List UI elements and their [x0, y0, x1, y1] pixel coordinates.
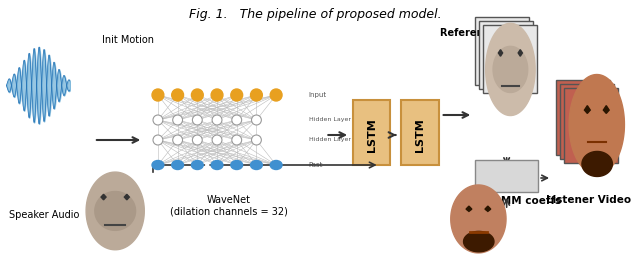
Circle shape	[270, 89, 282, 101]
Circle shape	[153, 115, 163, 125]
Text: LSTM: LSTM	[415, 118, 425, 152]
Text: Fig. 1.   The pipeline of proposed model.: Fig. 1. The pipeline of proposed model.	[189, 8, 442, 21]
FancyBboxPatch shape	[475, 160, 538, 192]
Polygon shape	[485, 206, 491, 211]
Polygon shape	[451, 185, 506, 253]
Polygon shape	[604, 106, 609, 113]
Polygon shape	[569, 74, 625, 175]
Polygon shape	[518, 50, 522, 56]
Polygon shape	[582, 151, 612, 176]
FancyBboxPatch shape	[401, 100, 438, 165]
Circle shape	[211, 89, 223, 101]
Text: Hidden Layer: Hidden Layer	[308, 117, 351, 123]
Circle shape	[212, 115, 222, 125]
FancyBboxPatch shape	[556, 80, 610, 155]
Circle shape	[173, 135, 182, 145]
Polygon shape	[499, 50, 502, 56]
Ellipse shape	[250, 160, 262, 170]
Ellipse shape	[172, 160, 184, 170]
Text: Init Motion: Init Motion	[102, 35, 154, 45]
Ellipse shape	[211, 160, 223, 170]
FancyBboxPatch shape	[353, 100, 390, 165]
Polygon shape	[101, 194, 106, 200]
Polygon shape	[486, 23, 535, 116]
FancyBboxPatch shape	[475, 17, 529, 85]
Polygon shape	[86, 172, 144, 250]
FancyBboxPatch shape	[564, 88, 618, 163]
FancyBboxPatch shape	[479, 21, 533, 89]
Ellipse shape	[152, 160, 164, 170]
Circle shape	[173, 115, 182, 125]
Circle shape	[232, 135, 242, 145]
Polygon shape	[584, 106, 590, 113]
Text: Reference frame: Reference frame	[440, 28, 532, 38]
Polygon shape	[124, 194, 129, 200]
Ellipse shape	[191, 160, 204, 170]
Circle shape	[231, 89, 243, 101]
Circle shape	[193, 135, 202, 145]
Circle shape	[212, 135, 222, 145]
Circle shape	[172, 89, 184, 101]
Ellipse shape	[270, 160, 282, 170]
Polygon shape	[95, 191, 136, 230]
Text: Listener Video: Listener Video	[546, 195, 631, 205]
Circle shape	[191, 89, 204, 101]
Text: Hidden Layer: Hidden Layer	[308, 138, 351, 143]
Text: PIRenderer: PIRenderer	[480, 173, 533, 183]
Text: Speaker Audio: Speaker Audio	[10, 210, 80, 220]
Text: Input: Input	[308, 92, 327, 98]
Circle shape	[252, 115, 261, 125]
Polygon shape	[466, 206, 472, 211]
Circle shape	[152, 89, 164, 101]
Ellipse shape	[231, 160, 243, 170]
Text: LSTM: LSTM	[367, 118, 377, 152]
Circle shape	[250, 89, 262, 101]
Text: WaveNet
(dilation channels = 32): WaveNet (dilation channels = 32)	[170, 195, 288, 217]
FancyBboxPatch shape	[483, 25, 537, 93]
Polygon shape	[493, 46, 528, 92]
Polygon shape	[463, 231, 494, 252]
Circle shape	[252, 135, 261, 145]
Circle shape	[193, 115, 202, 125]
FancyBboxPatch shape	[560, 84, 614, 159]
Text: 3DMM coeffs: 3DMM coeffs	[485, 196, 561, 206]
Circle shape	[153, 135, 163, 145]
Text: Past: Past	[308, 162, 323, 168]
Circle shape	[232, 115, 242, 125]
